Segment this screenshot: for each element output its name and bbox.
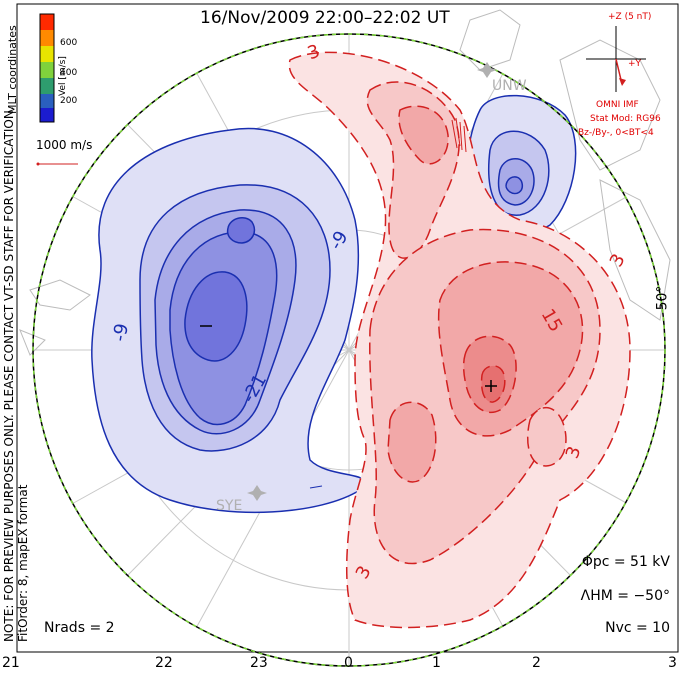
velocity-vectors [309, 117, 467, 489]
imf-z-label: +Z (5 nT) [608, 12, 652, 22]
scale-vector-label: 1000 m/s [36, 138, 93, 152]
mlt-tick-3: 3 [668, 655, 677, 671]
imf-model-1: OMNI IMF [596, 100, 639, 110]
imf-dial [586, 26, 646, 92]
colorbar-tick-400: 400 [60, 68, 78, 78]
station-markers [247, 62, 497, 501]
station-marker-sye [247, 485, 267, 501]
contour-neg-6 [226, 217, 256, 244]
n-rads: Nrads = 2 [44, 620, 115, 636]
contour-pos-8 [387, 401, 437, 483]
negative-cell [91, 127, 366, 514]
fit-order-note: FitOrder: 8, mapEX format [16, 484, 30, 642]
positive-cell [288, 51, 631, 629]
velocity-colorbar [39, 13, 55, 123]
plot-frame [16, 3, 679, 653]
contour-label-neg-1: -9 [109, 321, 133, 344]
station-marker-unw [477, 62, 497, 78]
mlt-tick-0: 0 [344, 655, 353, 671]
preview-note: NOTE: FOR PREVIEW PURPOSES ONLY. PLEASE … [2, 106, 16, 642]
n-vc: Nvc = 10 [605, 620, 670, 636]
mlt-tick-22: 22 [155, 655, 173, 671]
mlt-tick-23: 23 [250, 655, 268, 671]
phi-pc: Φpc = 51 kV [581, 554, 670, 570]
extremum-markers [200, 325, 497, 392]
lambda-hm: ΛHM = −50° [580, 588, 670, 604]
imf-y-label: +Y [628, 59, 642, 69]
colorbar-tick-600: 600 [60, 38, 78, 48]
mlt-tick-1: 1 [432, 655, 441, 671]
station-label-unw: UNW [492, 78, 527, 94]
scale-vector [36, 162, 78, 166]
contour-pos-7 [480, 365, 506, 403]
latitude-label: 50° [654, 285, 671, 311]
map-title: 16/Nov/2009 22:00–22:02 UT [200, 8, 450, 28]
contour-neg-5 [184, 271, 248, 362]
hm-boundary-green [32, 33, 666, 667]
colorbar-tick-200: 200 [60, 96, 78, 106]
contour-pos-9 [527, 406, 567, 467]
station-label-sye: SYE [216, 498, 243, 514]
coordinates-label: MLT coordinates [6, 25, 19, 114]
imf-model-2: Stat Mod: RG96 [590, 114, 661, 124]
imf-model-3: Bz-/By-, 0<BT<4 [578, 128, 654, 138]
contour-pos-3 [398, 105, 449, 165]
mlt-tick-21: 21 [2, 655, 20, 671]
mlt-tick-2: 2 [532, 655, 541, 671]
